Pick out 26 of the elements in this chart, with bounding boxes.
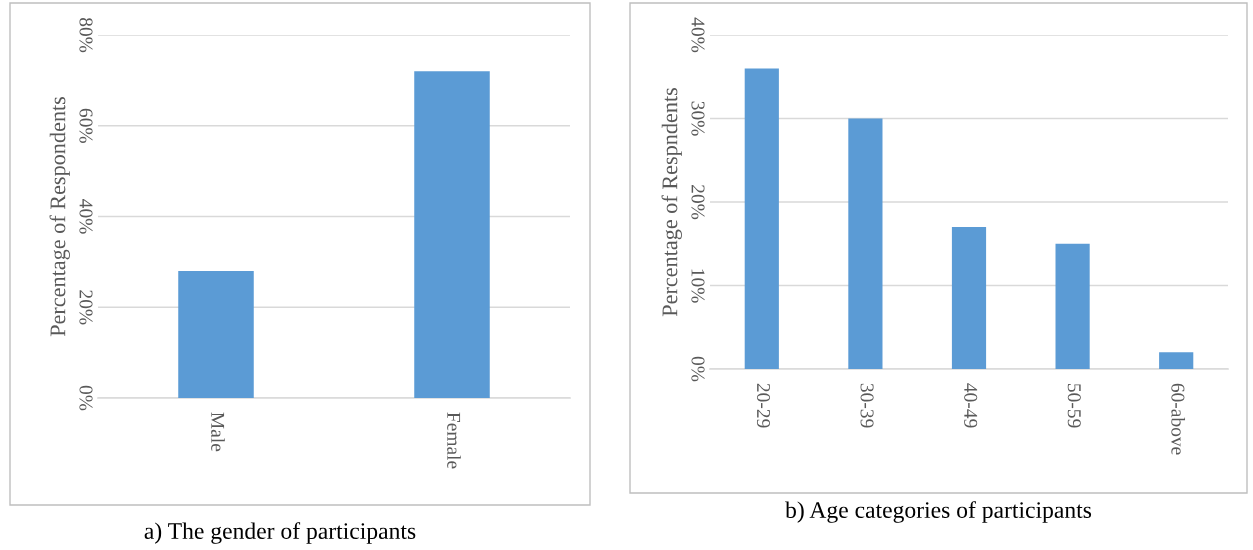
text: b) Age categories of participants: [785, 501, 1092, 523]
x-tick-label: Male: [211, 412, 225, 452]
x-tick-label: 20-29: [756, 383, 771, 428]
text: a) The gender of participants: [144, 522, 416, 544]
y-tick-label: 40%: [79, 199, 93, 234]
y-tick-label: 30%: [691, 101, 705, 136]
bar: [744, 68, 779, 369]
bar: [848, 118, 883, 369]
y-tick-label: 60%: [79, 108, 93, 143]
x-tick-label: 60-above: [1171, 383, 1186, 455]
bar: [1055, 243, 1090, 369]
y-tick-label: 80%: [79, 17, 93, 53]
bar: [951, 227, 987, 369]
y-tick-label: 10%: [691, 269, 705, 303]
y-axis-title: Percentage of Respondents: [49, 96, 70, 337]
x-tick-label: Female: [447, 412, 461, 469]
x-tick-label: 30-39: [860, 383, 874, 428]
y-tick-label: 0%: [79, 385, 93, 411]
y-tick-label: 0%: [691, 356, 705, 382]
y-tick-label: 20%: [79, 290, 93, 325]
y-axis-title: Percentage of Respndents: [661, 88, 682, 317]
x-tick-label: 50-59: [1067, 384, 1081, 428]
y-tick-label: 20%: [691, 185, 705, 220]
x-tick-label: 40-49: [964, 383, 978, 428]
y-tick-label: 40%: [691, 17, 705, 53]
bar: [1159, 352, 1194, 369]
